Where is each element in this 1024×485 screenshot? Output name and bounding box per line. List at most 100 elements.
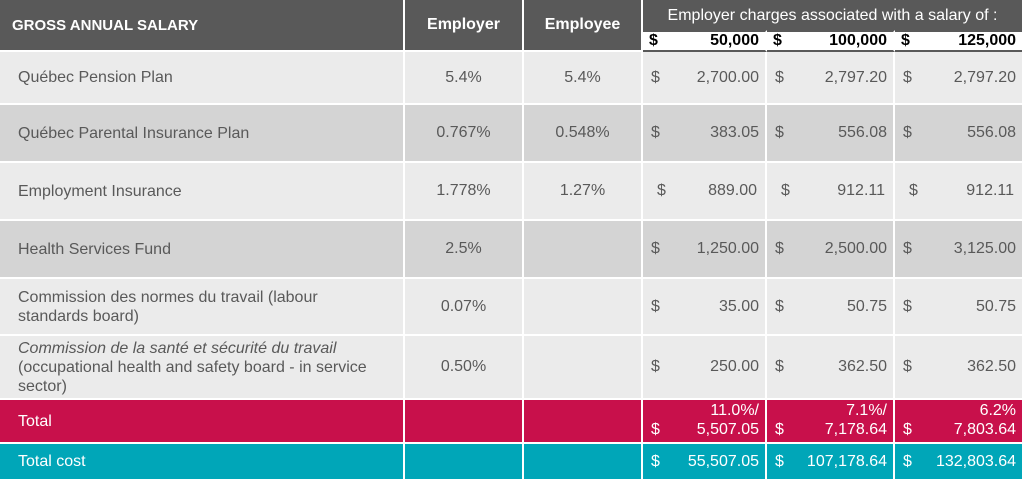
currency-symbol: $ <box>903 68 912 86</box>
total-125000: 6.2% $7,803.64 <box>895 400 1023 444</box>
charge-125000: $2,797.20 <box>895 52 1023 105</box>
total-cost-amount: 107,178.64 <box>806 452 887 470</box>
currency-symbol: $ <box>775 358 784 375</box>
charge-amount: 556.08 <box>967 124 1017 141</box>
charge-amount: 3,125.00 <box>953 240 1017 257</box>
currency-symbol: $ <box>651 297 660 315</box>
total-amount: 7,803.64 <box>953 421 1017 438</box>
charge-amount: 2,500.00 <box>824 240 887 257</box>
row-label-italic: Commission de la santé et sécurité du tr… <box>18 339 337 357</box>
total-100000: 7.1%/ $7,178.64 <box>767 400 895 444</box>
total-cost-125000: $132,803.64 <box>895 444 1023 481</box>
total-cost-employer-empty <box>405 444 524 481</box>
charge-125000: $3,125.00 <box>895 221 1023 279</box>
currency-symbol: $ <box>775 68 784 86</box>
currency-symbol: $ <box>651 358 660 375</box>
employee-rate <box>524 221 643 279</box>
row-label: Québec Parental Insurance Plan <box>0 105 405 163</box>
header-employee: Employee <box>524 0 643 52</box>
charge-amount: 2,797.20 <box>824 68 887 86</box>
total-cost-amount: 55,507.05 <box>687 452 759 470</box>
currency-symbol: $ <box>775 124 784 141</box>
currency-symbol: $ <box>775 452 784 470</box>
charge-amount: 50.75 <box>846 297 887 315</box>
charge-amount: 383.05 <box>710 124 759 141</box>
header-gross-annual-salary: GROSS ANNUAL SALARY <box>0 0 405 52</box>
employer-rate: 0.50% <box>405 336 524 400</box>
charge-50000: $1,250.00 <box>643 221 767 279</box>
currency-symbol: $ <box>775 240 784 257</box>
currency-symbol: $ <box>651 421 660 438</box>
row-label-line: (occupational health and safety board - … <box>18 358 367 376</box>
currency-symbol: $ <box>773 32 782 49</box>
employee-rate <box>524 336 643 400</box>
table-row: Québec Parental Insurance Plan 0.767% 0.… <box>0 105 1023 163</box>
charge-amount: 889.00 <box>708 182 757 199</box>
total-label: Total <box>0 400 405 444</box>
charge-100000: $912.11 <box>767 163 895 221</box>
employee-rate: 5.4% <box>524 52 643 105</box>
table-row: Employment Insurance 1.778% 1.27% $889.0… <box>0 163 1023 221</box>
salary-amount: 100,000 <box>829 32 887 49</box>
row-label: Health Services Fund <box>0 221 405 279</box>
total-amount: 5,507.05 <box>696 421 759 438</box>
salary-amount: 125,000 <box>958 32 1017 49</box>
charge-amount: 2,700.00 <box>696 68 759 86</box>
currency-symbol: $ <box>657 182 666 199</box>
row-label: Commission de la santé et sécurité du tr… <box>0 336 405 400</box>
total-cost-100000: $107,178.64 <box>767 444 895 481</box>
total-cost-50000: $55,507.05 <box>643 444 767 481</box>
row-label: Employment Insurance <box>0 163 405 221</box>
currency-symbol: $ <box>651 452 660 470</box>
currency-symbol: $ <box>651 124 660 141</box>
salary-amount: 50,000 <box>710 32 759 49</box>
table-row: Québec Pension Plan 5.4% 5.4% $2,700.00 … <box>0 52 1023 105</box>
currency-symbol: $ <box>651 240 660 257</box>
table-row: Commission de la santé et sécurité du tr… <box>0 336 1023 400</box>
total-cost-label: Total cost <box>0 444 405 481</box>
charge-amount: 362.50 <box>967 358 1017 375</box>
currency-symbol: $ <box>775 421 784 438</box>
employer-rate: 1.778% <box>405 163 524 221</box>
total-cost-employee-empty <box>524 444 643 481</box>
row-label-line: sector) <box>18 377 67 395</box>
charge-100000: $362.50 <box>767 336 895 400</box>
salary-50000: $50,000 <box>643 30 767 52</box>
currency-symbol: $ <box>901 32 910 49</box>
currency-symbol: $ <box>651 68 660 86</box>
total-cost-amount: 132,803.64 <box>935 452 1017 470</box>
total-amount: 7,178.64 <box>824 421 887 438</box>
charge-100000: $556.08 <box>767 105 895 163</box>
currency-symbol: $ <box>781 182 790 199</box>
charge-50000: $2,700.00 <box>643 52 767 105</box>
employer-rate: 0.767% <box>405 105 524 163</box>
header-employer-charges: Employer charges associated with a salar… <box>643 0 1023 30</box>
row-label-line: standards board) <box>18 307 139 325</box>
currency-symbol: $ <box>909 182 918 199</box>
charge-amount: 250.00 <box>710 358 759 375</box>
table-row: Health Services Fund 2.5% $1,250.00 $2,5… <box>0 221 1023 279</box>
total-percent: 7.1%/ <box>846 402 887 419</box>
charge-50000: $889.00 <box>643 163 767 221</box>
row-label-line: Commission des normes du travail (labour <box>18 288 318 306</box>
charge-125000: $50.75 <box>895 279 1023 336</box>
charge-amount: 912.11 <box>966 182 1015 199</box>
charge-50000: $35.00 <box>643 279 767 336</box>
charge-100000: $50.75 <box>767 279 895 336</box>
currency-symbol: $ <box>903 421 912 438</box>
charge-amount: 50.75 <box>975 297 1017 315</box>
charge-amount: 1,250.00 <box>696 240 759 257</box>
charge-amount: 912.11 <box>837 182 885 199</box>
total-row: Total 11.0%/ $5,507.05 7.1%/ $7,178.64 6.2… <box>0 400 1023 444</box>
row-label: Québec Pension Plan <box>0 52 405 105</box>
header-employer: Employer <box>405 0 524 52</box>
table-row: Commission des normes du travail (labour… <box>0 279 1023 336</box>
currency-symbol: $ <box>903 297 912 315</box>
charge-125000: $912.11 <box>895 163 1023 221</box>
total-percent: 6.2% <box>979 402 1017 419</box>
charge-125000: $362.50 <box>895 336 1023 400</box>
charge-50000: $250.00 <box>643 336 767 400</box>
employee-rate: 0.548% <box>524 105 643 163</box>
charge-amount: 362.50 <box>838 358 887 375</box>
